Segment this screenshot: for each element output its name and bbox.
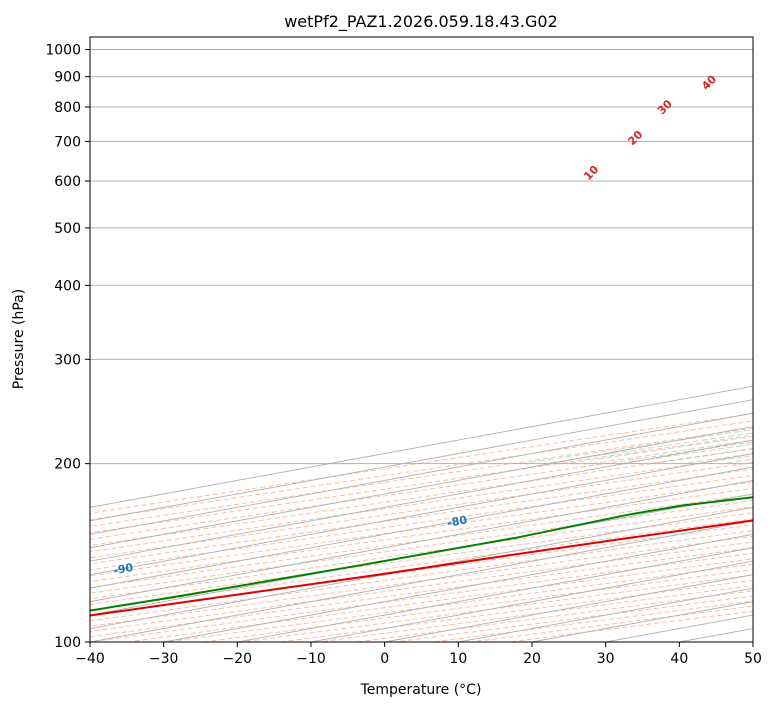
isotherm-label: -90 (112, 561, 134, 577)
y-tick-label: 100 (54, 635, 81, 651)
dry-adiabat (90, 468, 753, 565)
x-tick-label: −40 (75, 651, 105, 667)
isotherm-line (90, 520, 753, 642)
y-tick-label: 900 (54, 70, 81, 86)
x-axis: −40 −30 −20 −10 0 10 20 30 40 50 (75, 642, 762, 667)
dry-adiabat (90, 461, 753, 559)
x-tick-label: −10 (296, 651, 326, 667)
dry-adiabat (90, 474, 753, 571)
isotherm-line (90, 466, 753, 589)
y-tick-label: 500 (54, 221, 81, 237)
dry-adiabat (90, 487, 753, 583)
dry-adiabat (90, 455, 753, 553)
x-tick-label: −20 (223, 651, 253, 667)
isotherm-line (90, 453, 753, 576)
y-tick-label: 200 (54, 457, 81, 473)
isotherm-line (90, 439, 753, 562)
dry-adiabat (90, 500, 753, 594)
x-axis-label: Temperature (°C) (360, 682, 482, 698)
y-tick-label: 1000 (45, 43, 81, 59)
chart-title: wetPf2_PAZ1.2026.059.18.43.G02 (284, 12, 558, 32)
isotherm-label: -80 (446, 513, 468, 529)
x-tick-label: 20 (523, 651, 541, 667)
isotherm-line (90, 506, 753, 629)
y-tick-label: 300 (54, 352, 81, 368)
isotherm-line (90, 479, 753, 603)
x-tick-label: 30 (597, 651, 615, 667)
isotherm-line (163, 533, 753, 642)
x-tick-label: −30 (149, 651, 179, 667)
background-lines (90, 385, 753, 642)
x-tick-label: 10 (449, 651, 467, 667)
y-axis-label: Pressure (hPa) (11, 289, 27, 389)
y-tick-label: 800 (54, 100, 81, 116)
dry-adiabat (90, 493, 753, 588)
pressure-gridlines (90, 49, 753, 465)
isotherm-line (90, 426, 753, 549)
y-tick-label: 400 (54, 278, 81, 294)
x-tick-label: 40 (670, 651, 688, 667)
x-tick-label: 50 (744, 651, 762, 667)
plot-frame (89, 36, 754, 643)
y-tick-label: 600 (54, 174, 81, 190)
dry-adiabat (90, 448, 753, 547)
dry-adiabat (90, 481, 753, 577)
y-tick-label: 700 (54, 134, 81, 150)
plot-area (90, 37, 753, 642)
x-tick-label: 0 (380, 651, 389, 667)
y-axis: 100 200 300 400 500 600 700 800 900 1000 (45, 43, 90, 651)
